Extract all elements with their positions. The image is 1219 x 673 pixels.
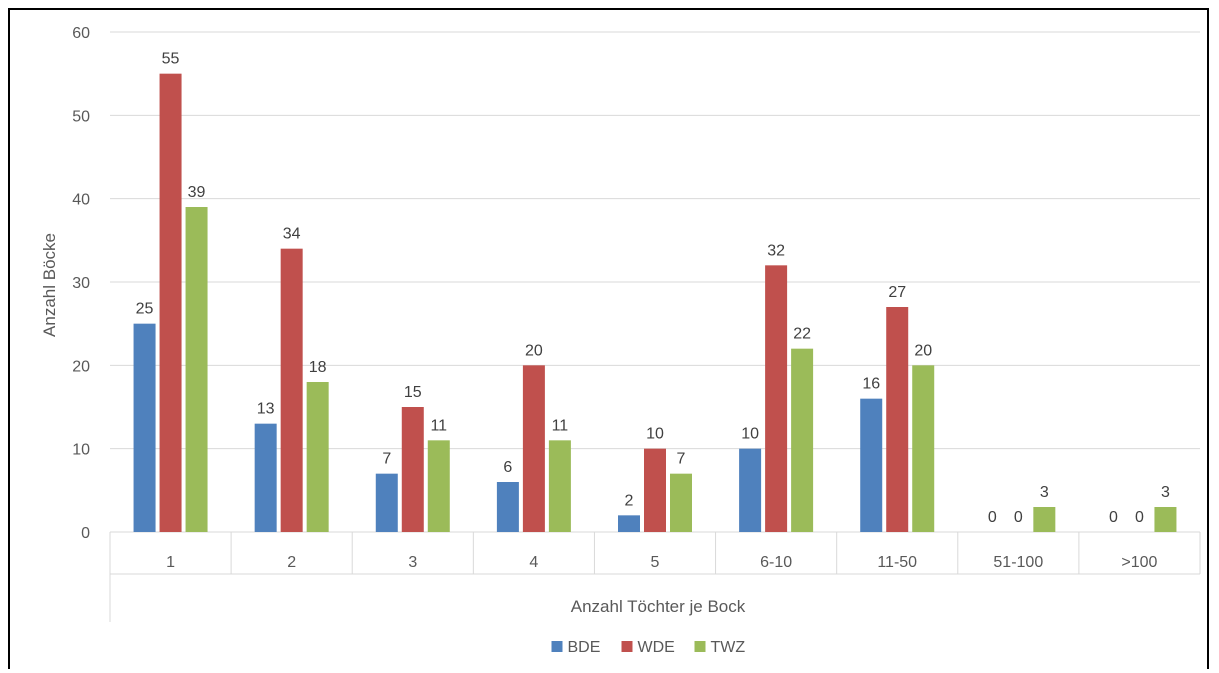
data-label: 11 <box>430 417 447 434</box>
bar-wde <box>765 265 788 532</box>
x-tick-label: 6-10 <box>760 554 792 571</box>
bar-bde <box>254 423 277 532</box>
legend-label-twz: TWZ <box>711 639 746 656</box>
bar-twz <box>1033 507 1056 532</box>
bar-bde <box>739 448 762 532</box>
x-tick-label: 5 <box>651 554 660 571</box>
data-label: 18 <box>309 359 327 376</box>
x-tick-label: 3 <box>408 554 417 571</box>
data-label: 55 <box>162 51 180 68</box>
data-label: 7 <box>382 451 391 468</box>
x-tick-label: 51-100 <box>993 554 1043 571</box>
bar-bde <box>496 482 519 532</box>
bar-wde <box>280 248 303 532</box>
bar-wde <box>159 73 182 533</box>
bar-twz <box>912 365 935 532</box>
data-label: 3 <box>1040 484 1049 501</box>
x-tick-label: 2 <box>287 554 296 571</box>
data-label: 3 <box>1161 484 1170 501</box>
y-tick-label: 40 <box>72 192 90 209</box>
x-tick-label: >100 <box>1121 554 1157 571</box>
bar-bde <box>618 515 640 532</box>
data-label: 20 <box>914 342 932 359</box>
data-label: 0 <box>1109 509 1118 526</box>
chart-frame <box>8 8 1209 669</box>
bar-twz <box>185 207 208 532</box>
legend: BDE WDE TWZ <box>551 639 746 656</box>
legend-label-bde: BDE <box>568 639 601 656</box>
bar-bde <box>133 323 156 532</box>
y-tick-label: 50 <box>72 108 90 125</box>
bar-wde <box>401 407 424 532</box>
x-tick-label: 11-50 <box>877 554 917 571</box>
y-tick-label: 0 <box>81 525 90 542</box>
y-tick-label: 30 <box>72 275 90 292</box>
data-label: 20 <box>525 342 543 359</box>
data-label: 0 <box>1135 509 1144 526</box>
bar-twz <box>306 382 329 532</box>
data-label: 34 <box>283 226 301 243</box>
x-tick-label: 4 <box>529 554 538 571</box>
x-axis-label: Anzahl Töchter je Bock <box>571 597 746 616</box>
bars <box>133 73 1177 533</box>
data-label: 0 <box>988 509 997 526</box>
bar-bde <box>375 473 398 532</box>
data-label: 32 <box>767 242 785 259</box>
data-label: 10 <box>741 426 759 443</box>
y-axis-label: Anzahl Böcke <box>40 233 59 337</box>
data-label: 6 <box>503 459 512 476</box>
bar-wde <box>522 365 545 532</box>
bar-twz <box>1154 507 1177 532</box>
y-tick-label: 10 <box>72 442 90 459</box>
legend-swatch-bde <box>551 641 563 652</box>
bar-twz <box>791 348 814 532</box>
bar-twz <box>670 473 692 532</box>
data-label: 16 <box>862 376 880 393</box>
legend-swatch-twz <box>694 641 706 652</box>
data-label: 15 <box>404 384 422 401</box>
data-label: 11 <box>552 417 569 434</box>
data-label: 39 <box>188 184 206 201</box>
legend-swatch-wde <box>621 641 633 652</box>
data-label: 7 <box>677 451 686 468</box>
bar-twz <box>427 440 450 532</box>
bar-twz <box>548 440 571 532</box>
data-label: 2 <box>625 492 634 509</box>
y-tick-label: 20 <box>72 358 90 375</box>
data-label: 13 <box>257 401 275 418</box>
x-tick-label: 1 <box>166 554 175 571</box>
bar-wde <box>886 307 909 532</box>
data-label: 0 <box>1014 509 1023 526</box>
data-label: 22 <box>793 326 811 343</box>
bar-wde <box>644 448 666 532</box>
bar-bde <box>860 398 883 532</box>
legend-label-wde: WDE <box>638 639 675 656</box>
data-label: 10 <box>646 426 664 443</box>
y-tick-label: 60 <box>72 25 90 42</box>
data-label: 25 <box>136 301 154 318</box>
data-label: 27 <box>888 284 906 301</box>
